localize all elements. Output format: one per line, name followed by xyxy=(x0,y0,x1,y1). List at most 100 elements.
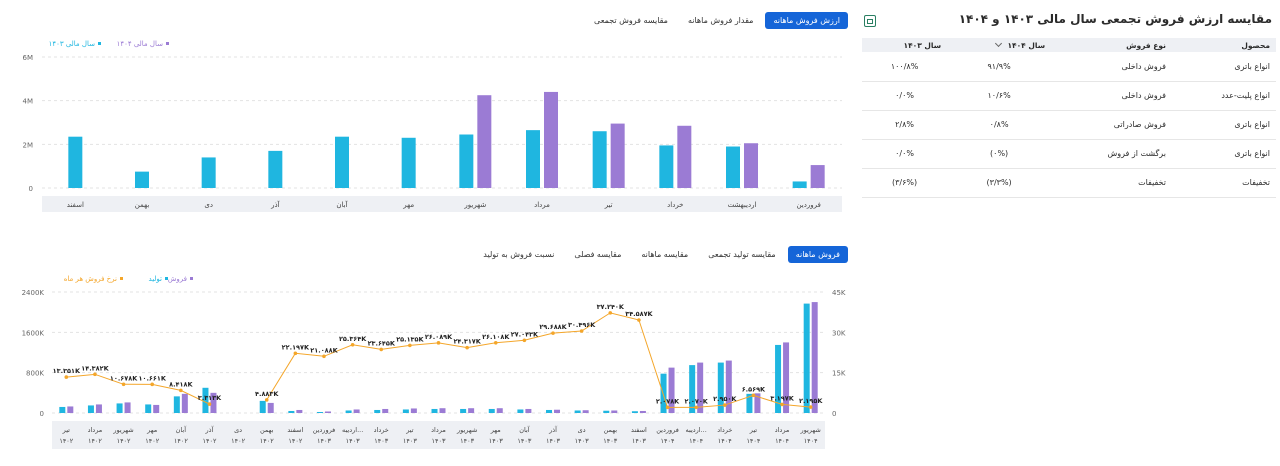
tab-seasonal-comparison[interactable]: مقایسه فصلی xyxy=(574,250,622,259)
top-bar-chart: سال مالی ۱۴۰۴ سال مالی ۱۴۰۳ 0 2M 4M 6M فروردین… xyxy=(23,40,842,212)
bar-sales xyxy=(95,404,102,413)
legend-swatch xyxy=(120,277,123,280)
x-tick-label: خرداد xyxy=(667,201,683,209)
bar-production xyxy=(660,373,667,413)
rate-data-label: ۳.۱۹۷K xyxy=(770,394,794,402)
rate-line xyxy=(266,312,811,408)
x-tick-label-year: ۱۴۰۳ xyxy=(460,437,474,445)
rate-point xyxy=(264,398,269,402)
bar-1403 xyxy=(659,145,674,188)
x-tick-label-year: ۱۴۰۳ xyxy=(346,437,360,445)
rate-point xyxy=(408,343,412,348)
x-tick-label: آذر xyxy=(270,200,280,209)
y-tick-label: 6M xyxy=(23,54,34,62)
rate-data-label: ۳۴.۵۸۷K xyxy=(625,310,653,318)
bar-1404 xyxy=(477,95,492,188)
tab-cumulative-sales-comparison[interactable]: مقایسه فروش تجمعی xyxy=(594,16,668,25)
bar-production xyxy=(717,362,724,413)
rate-point xyxy=(64,375,69,379)
bar-sales xyxy=(611,410,618,413)
rate-data-label: ۱۳.۳۵۱K xyxy=(53,367,81,375)
rate-data-label: ۱۰.۶۷۸K xyxy=(110,374,138,382)
rate-data-label: ۳۰.۴۹۶K xyxy=(568,321,596,329)
rate-point xyxy=(436,341,441,345)
x-tick-label: دی xyxy=(234,426,242,434)
x-tick-label-year: ۱۴۰۳ xyxy=(575,437,589,445)
x-tick-label: تیر xyxy=(749,426,758,434)
bar-production xyxy=(775,344,782,413)
bar-1403 xyxy=(592,131,607,188)
bar-1404 xyxy=(544,91,558,188)
x-tick-label: آذر xyxy=(548,425,558,434)
rate-point xyxy=(121,382,126,387)
bar-1403 xyxy=(792,181,807,188)
rate-data-label: ۲۴.۳۱۷K xyxy=(453,338,481,346)
rate-data-label: ۲۶.۱۰۸K xyxy=(482,333,510,341)
bar-production xyxy=(374,409,381,413)
table-row: انواع باتری فروش صادراتی ۰/۸% ۲/۸% xyxy=(862,110,1276,140)
bar-production xyxy=(603,410,610,413)
x-tick-label-year: ۱۴۰۴ xyxy=(804,437,818,445)
y-tick-label-left: 2400K xyxy=(22,289,45,297)
bar-sales xyxy=(382,408,389,413)
tab-monthly-comparison[interactable]: مقایسه ماهانه xyxy=(641,250,689,259)
x-tick-label-year: ۱۴۰۲ xyxy=(145,437,159,445)
tab-monthly-sales-quantity[interactable]: مقدار فروش ماهانه xyxy=(687,16,754,25)
x-tick-label: شهریور xyxy=(456,426,477,434)
legend-label: سال مالی ۱۴۰۳ xyxy=(49,40,96,48)
x-tick-label: مهر xyxy=(402,201,414,209)
rate-point xyxy=(93,372,97,377)
legend-swatch xyxy=(190,277,193,280)
legend-swatch xyxy=(166,42,169,45)
bar-1403 xyxy=(201,157,216,188)
header-year-1404-label: سال ۱۴۰۴ xyxy=(1007,40,1046,50)
x-tick-label: دی xyxy=(578,426,586,434)
tab-monthly-sales-value[interactable]: ارزش فروش ماهانه xyxy=(765,12,848,29)
bar-production xyxy=(517,409,524,413)
tab-cumulative-production[interactable]: مقایسه تولید تجمعی xyxy=(708,250,776,259)
bar-production xyxy=(202,387,209,413)
bar-production xyxy=(259,400,266,413)
bar-production xyxy=(431,408,438,413)
x-tick-label-year: ۱۴۰۳ xyxy=(517,437,531,445)
rate-data-label: ۴.۸۸۳K xyxy=(255,390,279,398)
bar-sales xyxy=(153,404,160,413)
legend-label: سال مالی ۱۴۰۴ xyxy=(117,40,164,48)
bar-sales xyxy=(697,362,704,413)
y-tick-label-right: 45K xyxy=(832,289,846,297)
table-row: انواع باتری فروش داخلی ۹۱/۹% ۱۰۰/۸% xyxy=(862,52,1276,82)
rate-point xyxy=(293,351,298,356)
rate-data-label: ۲۵.۳۶۴K xyxy=(339,335,367,343)
x-tick-label: بهمن xyxy=(260,426,274,434)
rate-point xyxy=(751,393,756,398)
x-tick-label: آبان xyxy=(176,425,188,434)
rate-data-label: ۲۷.۰۴۳K xyxy=(511,330,539,338)
bar-sales xyxy=(582,410,589,413)
bar-sales xyxy=(496,408,503,413)
bar-sales xyxy=(181,393,188,413)
y-tick-label-right: 0 xyxy=(832,410,836,418)
x-tick-label-year: ۱۴۰۲ xyxy=(288,437,302,445)
x-tick-label: تیر xyxy=(405,426,414,434)
tab-sales-production-ratio[interactable]: نسبت فروش به تولید xyxy=(483,250,555,259)
rate-data-label: ۲.۱۹۵K xyxy=(799,397,823,405)
x-tick-label: خرداد xyxy=(374,426,389,434)
tab-monthly-sales[interactable]: فروش ماهانه xyxy=(787,246,848,263)
x-tick-label: تیر xyxy=(62,426,71,434)
bar-production xyxy=(574,410,581,413)
bar-production xyxy=(288,410,295,413)
bar-sales xyxy=(324,411,331,413)
rate-data-label: ۲.۰۷۸K xyxy=(656,397,680,405)
rate-point xyxy=(350,342,355,347)
table-header-row: محصول نوع فروش سال ۱۴۰۴ سال ۱۴۰۳ xyxy=(862,38,1276,52)
bar-1404 xyxy=(744,143,758,188)
rate-point xyxy=(465,345,469,350)
x-tick-label: مهر xyxy=(490,426,501,434)
bar-production xyxy=(689,365,696,413)
x-tick-label: اردیبه... xyxy=(342,426,363,434)
excel-export-icon[interactable] xyxy=(864,15,876,27)
table-row: انواع پلیت-عدد فروش داخلی ۱۰/۶% ۰/۰% xyxy=(862,81,1276,111)
header-year-1404[interactable]: سال ۱۴۰۴ xyxy=(947,38,1052,52)
bar-production xyxy=(546,409,553,413)
rate-point xyxy=(579,329,584,333)
